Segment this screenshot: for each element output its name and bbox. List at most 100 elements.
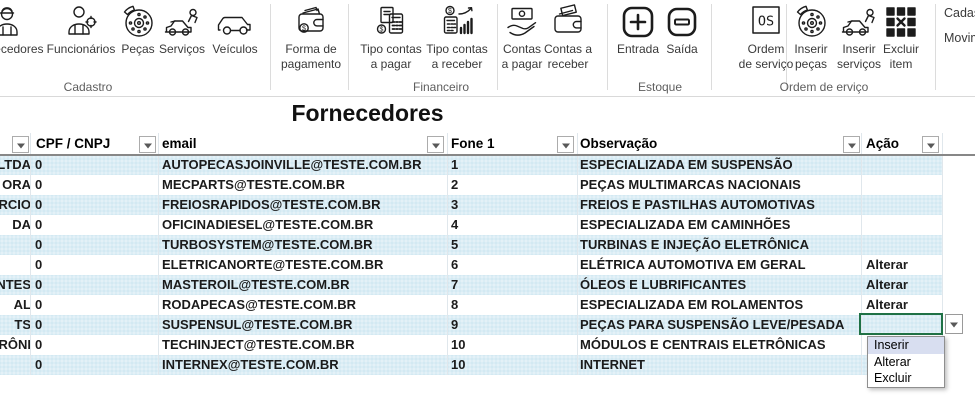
cell-cpf[interactable]: 0 [35,297,43,312]
cell-nome[interactable]: E LTDA [0,157,31,172]
cell-cpf[interactable]: 0 [35,357,43,372]
svg-text:OS: OS [758,14,774,30]
cell-email[interactable]: OFICINADIESEL@TESTE.COM.BR [162,217,374,232]
cell-nome[interactable]: AL [13,297,31,312]
filter-button-cpf-cnpj[interactable] [139,136,156,153]
cell-acao[interactable]: Alterar [866,257,908,272]
ribbon-item-tipo-contas-a-pagar[interactable]: $ Tipo contas a pagar [353,3,429,81]
cell-fone[interactable]: 7 [451,277,459,292]
spreadsheet: Fornecedores CPF / CNPJ email Fone 1 Obs… [0,97,975,403]
cell-cpf[interactable]: 0 [35,317,43,332]
filter-button-acao[interactable] [922,136,939,153]
selected-acao-cell[interactable] [859,313,943,335]
cell-nome[interactable]: TS [14,317,31,332]
table-row: E LTDA 0 AUTOPECASJOINVILLE@TESTE.COM.BR 1 E… [0,155,942,175]
cell-email[interactable]: RODAPECAS@TESTE.COM.BR [162,297,356,312]
cell-observacao[interactable]: ELÉTRICA AUTOMOTIVA EM GERAL [580,257,806,272]
cell-observacao[interactable]: ESPECIALIZADA EM CAMINHÕES [580,217,791,232]
cell-cpf[interactable]: 0 [35,177,43,192]
ribbon-item-inserir-servicos[interactable]: Inserir serviços [833,3,885,81]
filter-button-email[interactable] [427,136,444,153]
ribbon-item-inserir-pecas[interactable]: Inserir peças [788,3,834,81]
cell-observacao[interactable]: MÓDULOS E CENTRAIS ELETRÔNICAS [580,337,826,352]
dropdown-item-inserir[interactable]: Inserir [868,337,944,354]
ribbon-item-contas-a-pagar[interactable]: Contas a pagar [495,3,549,81]
table-row: DA 0 OFICINADIESEL@TESTE.COM.BR 4 ESPECIALIZ… [0,215,942,235]
ribbon-item-pecas[interactable]: Peças [114,3,162,81]
cell-email[interactable]: TECHINJECT@TESTE.COM.BR [162,337,355,352]
cell-fone[interactable]: 1 [451,157,459,172]
cell-email[interactable]: MASTEROIL@TESTE.COM.BR [162,277,350,292]
cell-cpf[interactable]: 0 [35,257,43,272]
dropdown-launcher-button[interactable] [945,314,963,334]
cell-cpf[interactable]: 0 [35,237,43,252]
cell-fone[interactable]: 6 [451,257,459,272]
svg-text:$: $ [448,8,452,15]
cell-fone[interactable]: 2 [451,177,459,192]
cell-acao[interactable]: Alterar [866,297,908,312]
filter-button-observacao[interactable] [843,136,860,153]
cell-observacao[interactable]: PEÇAS PARA SUSPENSÃO LEVE/PESADA [580,317,845,332]
cell-cpf[interactable]: 0 [35,157,43,172]
cell-observacao[interactable]: TURBINAS E INJEÇÃO ELETRÔNICA [580,237,809,252]
cell-fone[interactable]: 5 [451,237,459,252]
filter-button-fone1[interactable] [557,136,574,153]
cell-cpf[interactable]: 0 [35,277,43,292]
ribbon-item-tipo-contas-a-receber[interactable]: $ Tipo contas a receber [419,3,495,81]
cell-nome[interactable]: ÉRCIO [0,197,31,212]
cell-observacao[interactable]: INTERNET [580,357,645,372]
cell-cpf[interactable]: 0 [35,217,43,232]
ribbon-item-fornecedores[interactable]: Fornecedores [0,3,51,81]
cell-nome[interactable]: DA [12,217,31,232]
cell-observacao[interactable]: FREIOS E PASTILHAS AUTOMOTIVAS [580,197,815,212]
cell-nome[interactable] [0,255,31,275]
ribbon-group-label-financeiro: Financeiro [412,80,470,94]
cell-fone[interactable]: 8 [451,297,459,312]
cell-fone[interactable]: 9 [451,317,459,332]
cell-nome[interactable] [0,235,31,255]
cell-email[interactable]: INTERNEX@TESTE.COM.BR [162,357,339,372]
filter-button-col1[interactable] [12,136,29,153]
cell-cpf[interactable]: 0 [35,197,43,212]
cell-fone[interactable]: 10 [451,357,466,372]
dropdown-item-alterar[interactable]: Alterar [874,354,911,369]
dropdown-item-excluir[interactable]: Excluir [874,371,912,385]
ribbon-item-saida[interactable]: Saída [661,3,703,81]
ribbon-group-label-ordem: Ordem de erviço [779,80,869,94]
ribbon-item-forma-de-pagamento[interactable]: $ Forma de pagamento [277,3,345,81]
ribbon-overflow-movimentacoes[interactable]: Movim [944,31,975,45]
table-row: ÉRCIO 0 FREIOSRAPIDOS@TESTE.COM.BR 3 FREIOS … [0,195,942,215]
cell-fone[interactable]: 3 [451,197,459,212]
ribbon-item-veiculos[interactable]: Veículos [211,3,259,81]
cell-email[interactable]: MECPARTS@TESTE.COM.BR [162,177,345,192]
cell-fone[interactable]: 4 [451,217,459,232]
table-row: 0 TURBOSYSTEM@TESTE.COM.BR 5 TURBINAS E INJ… [0,235,942,255]
cell-email[interactable]: TURBOSYSTEM@TESTE.COM.BR [162,237,373,252]
brake-disc-icon [119,3,157,41]
ribbon-overflow-cadastros[interactable]: Cadas [944,6,975,20]
cell-nome[interactable]: TRÔNI [0,337,31,352]
cell-observacao[interactable]: PEÇAS MULTIMARCAS NACIONAIS [580,177,801,192]
ribbon-item-excluir-item[interactable]: Excluir item [878,3,924,81]
cell-cpf[interactable]: 0 [35,337,43,352]
cell-nome[interactable]: NTES [0,277,31,292]
cell-email[interactable]: SUSPENSUL@TESTE.COM.BR [162,317,353,332]
ribbon-item-label: Saída [666,42,698,56]
ribbon-item-ordem-de-servico[interactable]: OS Ordem de serviço [735,3,797,81]
cell-email[interactable]: FREIOSRAPIDOS@TESTE.COM.BR [162,197,381,212]
gridline [942,133,943,375]
cell-nome[interactable]: ORA [2,177,31,192]
cell-observacao[interactable]: ESPECIALIZADA EM ROLAMENTOS [580,297,804,312]
cell-nome[interactable] [0,355,31,375]
ribbon-item-servicos[interactable]: Serviços [158,3,206,81]
cell-observacao[interactable]: ESPECIALIZADA EM SUSPENSÃO [580,157,793,172]
ribbon-item-contas-a-receber[interactable]: Contas a receber [540,3,596,81]
cell-observacao[interactable]: ÓLEOS E LUBRIFICANTES [580,277,747,292]
chevron-down-icon [950,322,958,328]
cell-acao[interactable]: Alterar [866,277,908,292]
cell-email[interactable]: ELETRICANORTE@TESTE.COM.BR [162,257,384,272]
cell-fone[interactable]: 10 [451,337,466,352]
cell-email[interactable]: AUTOPECASJOINVILLE@TESTE.COM.BR [162,157,422,172]
ribbon-item-funcionarios[interactable]: Funcionários [42,3,120,81]
ribbon-item-entrada[interactable]: Entrada [615,3,661,81]
